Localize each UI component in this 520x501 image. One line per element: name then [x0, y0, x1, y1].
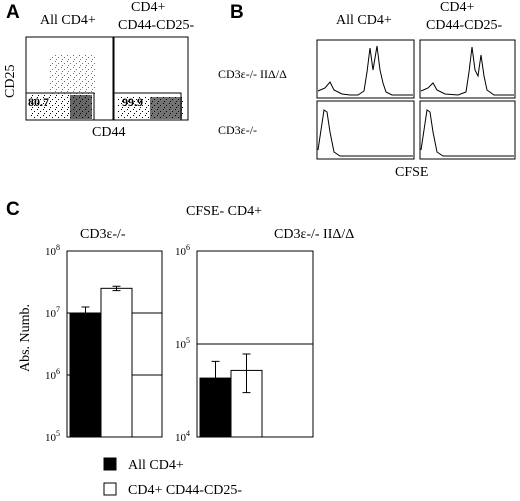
bar-all-cd4	[69, 312, 102, 438]
panel-b-row1-label: CD3ε-/- IIΔ/Δ	[218, 67, 287, 81]
error-bar	[242, 353, 251, 394]
legend-label-cd44neg-cd25neg: CD4+ CD44-CD25-	[128, 483, 242, 498]
panel-letter-a: A	[6, 2, 20, 23]
histogram-r1-c2	[419, 39, 516, 99]
panel-a-xlabel: CD44	[92, 125, 125, 140]
dotplot-all-cd4	[25, 36, 114, 121]
panel-b-col2-title-line1: CD4+	[440, 0, 474, 15]
bar-chart-cd3e: 105 106 107 108	[45, 243, 163, 444]
chart2-title: CD3ε-/- IIΔ/Δ	[274, 227, 354, 242]
error-bar	[81, 306, 90, 319]
bar-chart-cd3e-iidd: 104 105 106	[175, 243, 314, 444]
panel-a-ylabel: CD25	[3, 65, 18, 98]
gate-value-cd44neg-cd25neg: 99.9	[122, 95, 143, 109]
panel-letter-c: C	[6, 199, 20, 220]
legend-label-all-cd4: All CD4+	[128, 458, 184, 473]
error-bar	[112, 285, 121, 292]
y-tick-label: 108	[45, 243, 60, 258]
y-tick-label: 104	[175, 429, 190, 444]
histogram-r1-c1	[316, 39, 415, 99]
dotplot-cd44neg-cd25neg	[113, 36, 189, 121]
panel-c-ylabel: Abs. Numb.	[18, 304, 33, 372]
panel-b-col2-title-line2: CD44-CD25-	[426, 18, 503, 33]
panel-c-title: CFSE- CD4+	[186, 204, 262, 219]
legend: All CD4+ CD4+ CD44-CD25-	[103, 457, 242, 498]
panel-b-col1-title: All CD4+	[336, 13, 392, 28]
legend-swatch-all-cd4	[103, 457, 117, 471]
panel-a-col2-title-line2: CD44-CD25-	[118, 18, 195, 33]
bar-cd44neg-cd25neg	[100, 287, 133, 438]
panel-b-xlabel: CFSE	[395, 165, 428, 180]
y-tick-label: 106	[45, 367, 60, 382]
histogram-r2-c2	[419, 100, 516, 160]
chart1-title: CD3ε-/-	[80, 227, 126, 242]
panel-a-col1-title: All CD4+	[40, 13, 96, 28]
histogram-r2-c1	[316, 100, 415, 160]
panel-letter-b: B	[230, 2, 244, 23]
legend-swatch-cd44neg-cd25neg	[103, 482, 117, 496]
panel-b-row2-label: CD3ε-/-	[218, 123, 257, 137]
gate-box-all-cd4	[25, 92, 95, 121]
gate-box-cd44neg-cd25neg	[113, 92, 182, 121]
y-tick-label: 106	[175, 243, 190, 258]
y-tick-label: 105	[45, 429, 60, 444]
y-tick-label: 105	[175, 336, 190, 351]
panel-a-col2-title-line1: CD4+	[131, 0, 165, 15]
gate-value-all-cd4: 80.7	[28, 95, 49, 109]
error-bar	[211, 360, 220, 401]
y-tick-label: 107	[45, 305, 60, 320]
